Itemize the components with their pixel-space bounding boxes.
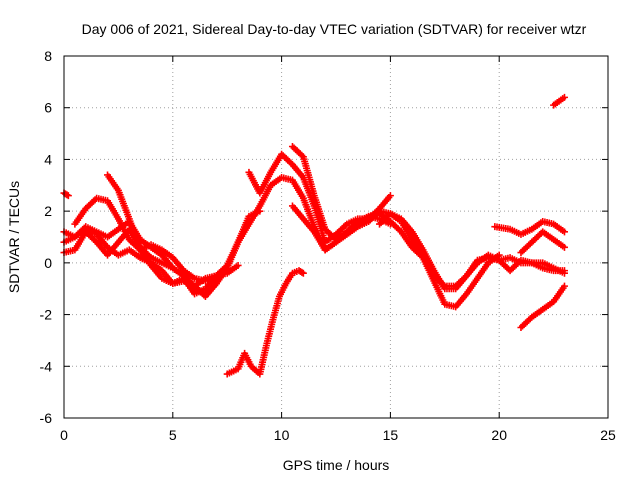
chart-title: Day 006 of 2021, Sidereal Day-to-day VTE…: [82, 21, 587, 37]
data-point: [560, 282, 568, 290]
series-layer: [60, 93, 568, 378]
y-tick-label: 0: [44, 255, 52, 271]
data-point: [386, 192, 394, 200]
y-tick-label: 2: [44, 203, 52, 219]
series-arc-9: [288, 202, 503, 311]
data-point: [560, 93, 568, 101]
y-tick-labels: -6 -4 -2 0 2 4 6 8: [40, 48, 53, 426]
y-tick-label: 6: [44, 100, 52, 116]
series-arc-14: [517, 282, 568, 331]
series-line: [226, 269, 305, 376]
data-point: [560, 269, 568, 277]
data-point: [299, 269, 307, 277]
x-tick-label: 20: [491, 427, 507, 443]
x-tick-label: 15: [383, 427, 399, 443]
x-tick-label: 10: [274, 427, 290, 443]
y-tick-label: -2: [40, 307, 53, 323]
series-arc-11: [223, 267, 307, 378]
series-arc-10: [376, 210, 568, 293]
grid: [64, 56, 608, 418]
series-arc-12: [491, 217, 568, 238]
data-point: [298, 268, 306, 276]
x-tick-label: 25: [600, 427, 616, 443]
series-arc-13: [517, 228, 568, 257]
y-tick-label: 4: [44, 151, 52, 167]
data-point: [560, 243, 568, 251]
series-arc-7: [245, 150, 394, 246]
data-point: [63, 191, 71, 199]
y-tick-label: 8: [44, 48, 52, 64]
x-axis-label: GPS time / hours: [283, 457, 390, 473]
data-point: [234, 261, 242, 269]
x-tick-labels: 0 5 10 15 20 25: [60, 427, 616, 443]
plot-frame: [63, 55, 609, 419]
data-point: [64, 192, 72, 200]
y-tick-label: -6: [40, 410, 53, 426]
x-tick-label: 5: [169, 427, 177, 443]
y-axis-label: SDTVAR / TECUs: [6, 181, 22, 293]
series-arc-1: [60, 189, 72, 200]
data-point: [560, 228, 568, 236]
y-tick-label: -4: [40, 358, 53, 374]
x-tick-label: 0: [60, 427, 68, 443]
axis-ticks: [63, 55, 609, 419]
series-arc-15: [550, 93, 568, 109]
